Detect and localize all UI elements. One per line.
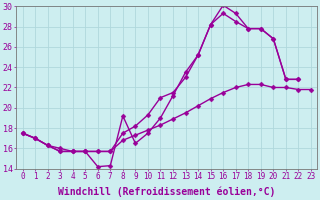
X-axis label: Windchill (Refroidissement éolien,°C): Windchill (Refroidissement éolien,°C) bbox=[58, 187, 276, 197]
